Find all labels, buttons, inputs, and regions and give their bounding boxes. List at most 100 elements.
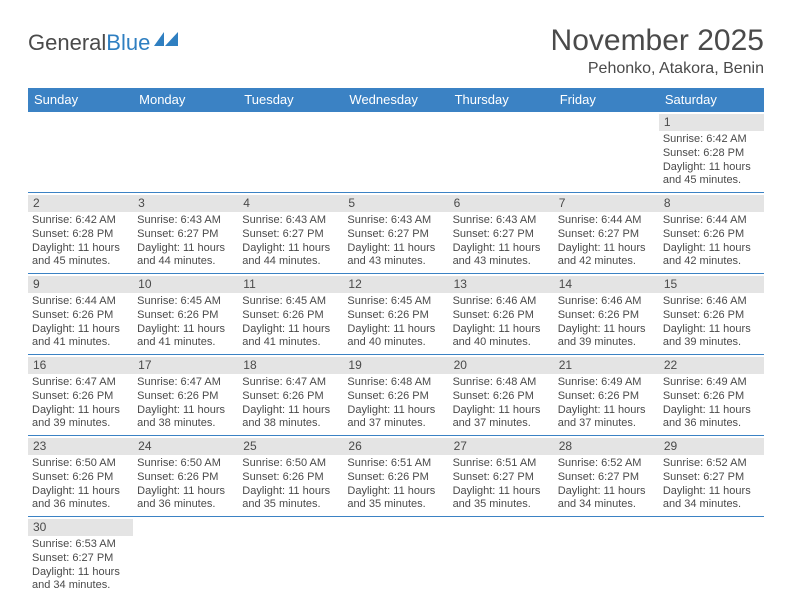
- sunrise-text: Sunrise: 6:47 AM: [32, 376, 129, 390]
- daylight-text-1: Daylight: 11 hours: [347, 404, 444, 418]
- week-row: 9Sunrise: 6:44 AMSunset: 6:26 PMDaylight…: [28, 274, 764, 355]
- daylight-text-1: Daylight: 11 hours: [32, 242, 129, 256]
- day-number: 1: [659, 114, 764, 131]
- daylight-text-2: and 37 minutes.: [558, 417, 655, 431]
- day-cell: 22Sunrise: 6:49 AMSunset: 6:26 PMDayligh…: [659, 355, 764, 435]
- daylight-text-1: Daylight: 11 hours: [137, 242, 234, 256]
- sunrise-text: Sunrise: 6:45 AM: [242, 295, 339, 309]
- day-cell: 15Sunrise: 6:46 AMSunset: 6:26 PMDayligh…: [659, 274, 764, 354]
- daylight-text-2: and 45 minutes.: [32, 255, 129, 269]
- sunrise-text: Sunrise: 6:44 AM: [558, 214, 655, 228]
- day-number: 10: [133, 276, 238, 293]
- page-title: November 2025: [551, 24, 764, 58]
- day-cell: 16Sunrise: 6:47 AMSunset: 6:26 PMDayligh…: [28, 355, 133, 435]
- week-row: 2Sunrise: 6:42 AMSunset: 6:28 PMDaylight…: [28, 193, 764, 274]
- empty-cell: [343, 112, 448, 192]
- day-number: 4: [238, 195, 343, 212]
- daylight-text-1: Daylight: 11 hours: [347, 323, 444, 337]
- daylight-text-2: and 45 minutes.: [663, 174, 760, 188]
- sunset-text: Sunset: 6:27 PM: [347, 228, 444, 242]
- sunset-text: Sunset: 6:27 PM: [453, 471, 550, 485]
- sunrise-text: Sunrise: 6:52 AM: [558, 457, 655, 471]
- daylight-text-2: and 37 minutes.: [347, 417, 444, 431]
- sunset-text: Sunset: 6:27 PM: [242, 228, 339, 242]
- day-number: 26: [343, 438, 448, 455]
- daylight-text-1: Daylight: 11 hours: [663, 323, 760, 337]
- day-number: 6: [449, 195, 554, 212]
- day-number: 24: [133, 438, 238, 455]
- daylight-text-1: Daylight: 11 hours: [242, 404, 339, 418]
- daylight-text-2: and 35 minutes.: [453, 498, 550, 512]
- daylight-text-1: Daylight: 11 hours: [453, 323, 550, 337]
- sunrise-text: Sunrise: 6:42 AM: [663, 133, 760, 147]
- daylight-text-1: Daylight: 11 hours: [32, 485, 129, 499]
- day-number: 28: [554, 438, 659, 455]
- sunrise-text: Sunrise: 6:44 AM: [32, 295, 129, 309]
- day-header-fri: Friday: [554, 88, 659, 112]
- sunset-text: Sunset: 6:26 PM: [663, 309, 760, 323]
- daylight-text-1: Daylight: 11 hours: [453, 242, 550, 256]
- sunset-text: Sunset: 6:27 PM: [558, 228, 655, 242]
- daylight-text-1: Daylight: 11 hours: [137, 323, 234, 337]
- day-number: 25: [238, 438, 343, 455]
- day-cell: 8Sunrise: 6:44 AMSunset: 6:26 PMDaylight…: [659, 193, 764, 273]
- daylight-text-2: and 36 minutes.: [663, 417, 760, 431]
- daylight-text-2: and 44 minutes.: [137, 255, 234, 269]
- daylight-text-2: and 43 minutes.: [453, 255, 550, 269]
- daylight-text-2: and 38 minutes.: [137, 417, 234, 431]
- daylight-text-2: and 34 minutes.: [32, 579, 129, 593]
- daylight-text-1: Daylight: 11 hours: [242, 485, 339, 499]
- daylight-text-1: Daylight: 11 hours: [663, 161, 760, 175]
- day-cell: 5Sunrise: 6:43 AMSunset: 6:27 PMDaylight…: [343, 193, 448, 273]
- empty-cell: [343, 517, 448, 597]
- daylight-text-1: Daylight: 11 hours: [558, 242, 655, 256]
- daylight-text-2: and 39 minutes.: [32, 417, 129, 431]
- sunset-text: Sunset: 6:26 PM: [137, 471, 234, 485]
- empty-cell: [449, 112, 554, 192]
- sunset-text: Sunset: 6:27 PM: [663, 471, 760, 485]
- empty-cell: [238, 517, 343, 597]
- sunset-text: Sunset: 6:27 PM: [137, 228, 234, 242]
- sunrise-text: Sunrise: 6:51 AM: [347, 457, 444, 471]
- sunset-text: Sunset: 6:26 PM: [558, 390, 655, 404]
- sunrise-text: Sunrise: 6:43 AM: [453, 214, 550, 228]
- day-number: 21: [554, 357, 659, 374]
- logo-flag-icon: [154, 30, 180, 56]
- sunset-text: Sunset: 6:26 PM: [558, 309, 655, 323]
- daylight-text-2: and 43 minutes.: [347, 255, 444, 269]
- daylight-text-2: and 35 minutes.: [242, 498, 339, 512]
- sunset-text: Sunset: 6:26 PM: [32, 390, 129, 404]
- daylight-text-2: and 42 minutes.: [558, 255, 655, 269]
- page-header: GeneralBlue November 2025 Pehonko, Atako…: [28, 24, 764, 78]
- day-cell: 25Sunrise: 6:50 AMSunset: 6:26 PMDayligh…: [238, 436, 343, 516]
- calendar-page: GeneralBlue November 2025 Pehonko, Atako…: [0, 0, 792, 597]
- day-cell: 14Sunrise: 6:46 AMSunset: 6:26 PMDayligh…: [554, 274, 659, 354]
- sunset-text: Sunset: 6:28 PM: [663, 147, 760, 161]
- day-cell: 3Sunrise: 6:43 AMSunset: 6:27 PMDaylight…: [133, 193, 238, 273]
- day-number: 11: [238, 276, 343, 293]
- day-number: 20: [449, 357, 554, 374]
- daylight-text-1: Daylight: 11 hours: [242, 242, 339, 256]
- daylight-text-1: Daylight: 11 hours: [663, 242, 760, 256]
- day-number: 3: [133, 195, 238, 212]
- sunset-text: Sunset: 6:26 PM: [137, 390, 234, 404]
- day-number: 7: [554, 195, 659, 212]
- sunrise-text: Sunrise: 6:49 AM: [663, 376, 760, 390]
- daylight-text-1: Daylight: 11 hours: [663, 404, 760, 418]
- empty-cell: [449, 517, 554, 597]
- daylight-text-2: and 35 minutes.: [347, 498, 444, 512]
- sunset-text: Sunset: 6:28 PM: [32, 228, 129, 242]
- empty-cell: [238, 112, 343, 192]
- sunrise-text: Sunrise: 6:52 AM: [663, 457, 760, 471]
- sunrise-text: Sunrise: 6:47 AM: [137, 376, 234, 390]
- empty-cell: [554, 112, 659, 192]
- day-header-sat: Saturday: [659, 88, 764, 112]
- day-number: 8: [659, 195, 764, 212]
- day-cell: 7 Sunrise: 6:44 AMSunset: 6:27 PMDaylight…: [554, 193, 659, 273]
- day-cell: 13Sunrise: 6:46 AMSunset: 6:26 PMDayligh…: [449, 274, 554, 354]
- day-cell: 23Sunrise: 6:50 AMSunset: 6:26 PMDayligh…: [28, 436, 133, 516]
- sunrise-text: Sunrise: 6:43 AM: [347, 214, 444, 228]
- day-cell: 17Sunrise: 6:47 AMSunset: 6:26 PMDayligh…: [133, 355, 238, 435]
- day-number: 29: [659, 438, 764, 455]
- sunset-text: Sunset: 6:27 PM: [32, 552, 129, 566]
